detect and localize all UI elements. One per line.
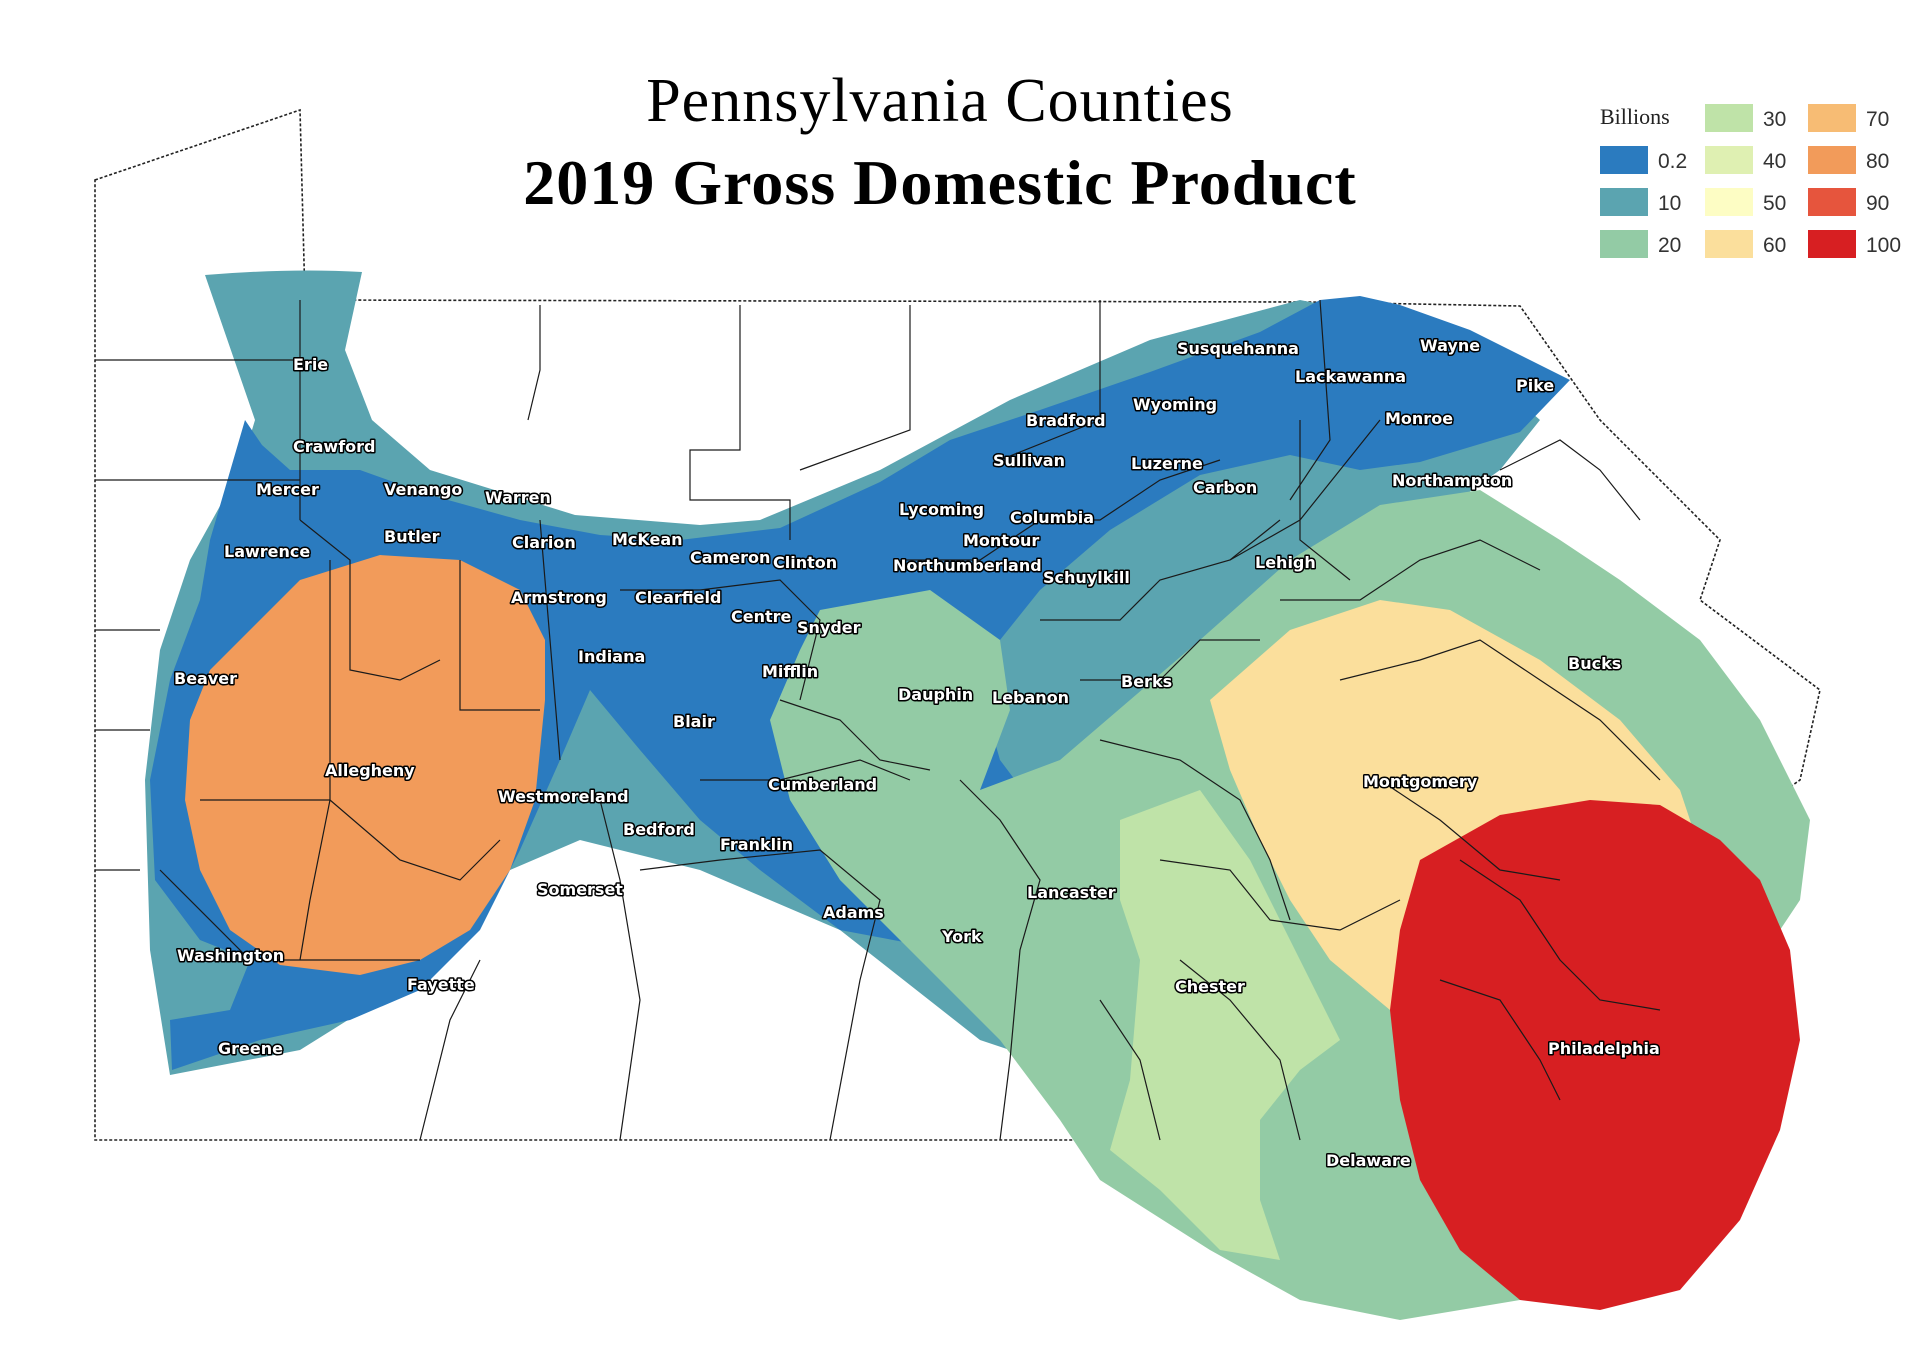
county-boundaries: [95, 299, 1661, 1141]
legend-swatch: [1600, 146, 1648, 174]
label-cameron: Cameron: [690, 548, 770, 567]
legend-swatch: [1808, 188, 1856, 216]
legend-swatch: [1705, 230, 1753, 258]
zone-100: [1390, 800, 1800, 1310]
legend-label: 30: [1763, 108, 1786, 131]
map-subtitle: 2019 Gross Domestic Product: [523, 147, 1357, 218]
legend-swatch: [1705, 104, 1753, 132]
legend-title: Billions: [1600, 104, 1670, 129]
label-warren: Warren: [485, 488, 551, 507]
label-allegheny: Allegheny: [325, 761, 415, 780]
label-susquehanna: Susquehanna: [1177, 339, 1299, 358]
legend-label: 80: [1866, 150, 1889, 173]
label-monroe: Monroe: [1385, 409, 1453, 428]
label-indiana: Indiana: [578, 647, 645, 666]
label-chester: Chester: [1175, 977, 1245, 996]
label-bradford: Bradford: [1026, 411, 1106, 430]
label-butler: Butler: [384, 527, 440, 546]
label-carbon: Carbon: [1193, 478, 1257, 497]
legend-label: 100: [1866, 234, 1901, 257]
legend-label: 70: [1866, 108, 1889, 131]
legend-swatch: [1808, 230, 1856, 258]
zone-80: [185, 555, 545, 975]
label-lycoming: Lycoming: [899, 500, 984, 519]
label-mckean: McKean: [612, 530, 683, 549]
label-armstrong: Armstrong: [511, 588, 607, 607]
label-snyder: Snyder: [797, 618, 861, 637]
label-westmoreland: Westmoreland: [498, 787, 629, 806]
label-adams: Adams: [823, 903, 884, 922]
label-columbia: Columbia: [1010, 508, 1094, 527]
label-montgomery: Montgomery: [1363, 772, 1478, 791]
label-lackawanna: Lackawanna: [1295, 367, 1406, 386]
label-cumberland: Cumberland: [768, 775, 877, 794]
label-wyoming: Wyoming: [1133, 395, 1217, 414]
label-lebanon: Lebanon: [992, 688, 1069, 707]
legend-label: 90: [1866, 192, 1889, 215]
label-lawrence: Lawrence: [224, 542, 310, 561]
legend-label: 10: [1658, 192, 1681, 215]
zone-30: [1110, 790, 1340, 1260]
label-washington: Washington: [177, 946, 284, 965]
label-erie: Erie: [293, 355, 328, 374]
legend-label: 50: [1763, 192, 1786, 215]
label-mercer: Mercer: [256, 480, 319, 499]
label-sullivan: Sullivan: [993, 451, 1065, 470]
label-blair: Blair: [673, 712, 715, 731]
label-luzerne: Luzerne: [1131, 454, 1203, 473]
legend-swatch: [1808, 146, 1856, 174]
gdp-heat-surface: [145, 270, 1810, 1320]
zone-60: [1210, 600, 1700, 1010]
label-york: York: [941, 927, 982, 946]
label-bedford: Bedford: [623, 820, 695, 839]
legend-label: 40: [1763, 150, 1786, 173]
legend: Billions 0.2 10 20 30 40 50 60 70 80 90 100: [1600, 104, 1901, 258]
label-berks: Berks: [1121, 672, 1172, 691]
legend-label: 0.2: [1658, 150, 1687, 173]
label-schuylkill: Schuylkill: [1043, 568, 1130, 587]
legend-label: 20: [1658, 234, 1681, 257]
label-lancaster: Lancaster: [1027, 883, 1116, 902]
legend-label: 60: [1763, 234, 1786, 257]
label-dauphin: Dauphin: [898, 685, 973, 704]
label-centre: Centre: [731, 607, 792, 626]
label-philadelphia: Philadelphia: [1548, 1039, 1660, 1058]
label-lehigh: Lehigh: [1255, 553, 1316, 572]
legend-swatch: [1600, 230, 1648, 258]
label-somerset: Somerset: [537, 880, 623, 899]
label-crawford: Crawford: [293, 437, 376, 456]
label-mifflin: Mifflin: [762, 662, 818, 681]
label-wayne: Wayne: [1420, 336, 1480, 355]
label-beaver: Beaver: [174, 669, 237, 688]
label-fayette: Fayette: [407, 975, 475, 994]
legend-items: 0.2 10 20 30 40 50 60 70 80 90 100: [1600, 104, 1901, 258]
label-clearfield: Clearfield: [635, 588, 721, 607]
map-title: Pennsylvania Counties: [646, 67, 1234, 135]
label-greene: Greene: [218, 1039, 283, 1058]
label-northumberland: Northumberland: [893, 556, 1042, 575]
label-montour: Montour: [963, 531, 1039, 550]
label-venango: Venango: [384, 480, 462, 499]
label-franklin: Franklin: [720, 835, 793, 854]
label-bucks: Bucks: [1568, 654, 1621, 673]
label-clinton: Clinton: [773, 553, 837, 572]
legend-swatch: [1705, 188, 1753, 216]
label-pike: Pike: [1516, 376, 1554, 395]
state-outline: [94, 108, 1821, 1141]
legend-swatch: [1808, 104, 1856, 132]
county-labels: Erie Crawford Mercer Venango Warren Lawr…: [173, 335, 1662, 1172]
label-delaware: Delaware: [1326, 1151, 1411, 1170]
label-northampton: Northampton: [1392, 471, 1512, 490]
legend-swatch: [1705, 146, 1753, 174]
label-clarion: Clarion: [512, 533, 576, 552]
legend-swatch: [1600, 188, 1648, 216]
